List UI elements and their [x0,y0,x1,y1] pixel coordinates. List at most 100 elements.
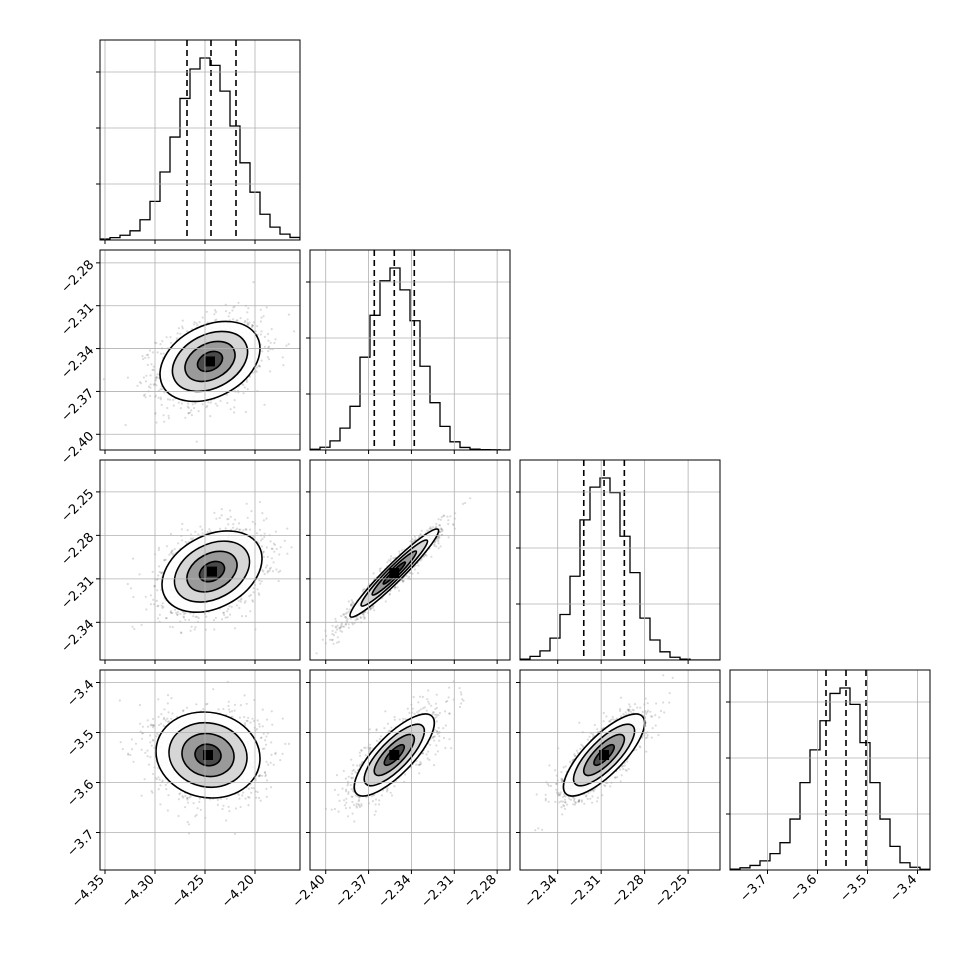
sample-point [359,616,363,620]
grid-lines [730,670,930,870]
sample-point [408,572,411,575]
panel-background [520,460,720,660]
sample-point [282,364,285,367]
sample-point [281,356,284,359]
sample-point [206,404,209,408]
sample-point [224,527,227,530]
sample-point [191,403,194,406]
sample-point [145,353,149,357]
sample-point [362,613,365,616]
sample-point [272,561,275,564]
sample-point [230,605,233,608]
sample-point [147,353,150,356]
sample-point [242,529,245,532]
sample-point [181,522,184,525]
sample-point [393,587,396,590]
sample-point [346,607,349,611]
sample-point [464,501,467,505]
sample-point [265,546,268,549]
contour [171,330,249,393]
x-tick-label: −3.5 [837,872,870,905]
sample-point [430,555,433,558]
sample-point [170,552,173,555]
sample-point [208,528,211,531]
sample-point [315,652,318,655]
sample-point [417,564,420,567]
sample-point [156,605,159,608]
sample-point [285,344,288,347]
grid-lines [310,460,510,660]
sample-point [142,357,145,361]
sample-point [149,383,152,386]
sample-point [328,638,332,641]
sample-point [386,561,389,564]
sample-point [265,306,268,309]
sample-point [152,603,156,606]
sample-point [251,324,254,327]
contour [184,340,236,383]
sample-point [334,625,337,628]
sample-point [159,722,163,725]
sample-point [258,500,261,504]
sample-point [405,574,408,577]
sample-point [193,628,196,631]
sample-point [173,548,176,551]
sample-point [233,703,237,706]
sample-point [270,547,273,550]
sample-point [201,532,204,535]
sample-point [162,605,165,608]
sample-point [259,333,262,336]
panel-2-1 [306,459,511,664]
sample-point [337,640,340,643]
sample-point [223,611,226,614]
sample-point [194,402,197,405]
contour-lines [349,528,440,618]
sample-point [196,324,199,327]
sample-point [235,604,238,607]
contour [349,528,440,618]
sample-point [227,315,230,318]
sample-point [251,599,254,602]
sample-point [275,568,278,571]
sample-point [151,791,154,794]
sample-point [401,580,404,583]
sample-point [336,628,339,631]
sample-point [237,522,241,525]
histogram-step [520,477,720,660]
sample-point [161,602,164,605]
sample-point [340,615,343,618]
sample-point [155,342,158,345]
sample-point [160,403,163,406]
sample-point [215,318,218,321]
sample-point [175,337,178,340]
sample-point [251,520,254,523]
sample-point [248,595,251,598]
sample-point [157,604,160,607]
sample-point [226,518,229,521]
sample-point [388,592,391,595]
sample-point [269,341,272,344]
sample-point [348,608,351,611]
sample-point [387,559,390,562]
sample-point [249,593,252,597]
sample-point [247,307,250,310]
sample-point [237,599,240,602]
sample-point [408,575,411,578]
sample-point [433,543,436,546]
sample-point [177,798,180,801]
sample-point [363,588,366,591]
panel-content [102,281,296,443]
sample-point [205,406,208,409]
sample-point [187,801,190,804]
panel-frame [519,459,721,661]
sample-point [159,396,162,399]
y-tick-label: −2.28 [59,530,98,569]
sample-point [181,539,184,542]
sample-point [265,517,268,520]
sample-point [244,410,247,414]
sample-point [266,570,270,573]
sample-point [293,330,296,333]
sample-point [272,542,275,545]
sample-point [157,396,160,399]
sample-point [149,386,152,389]
